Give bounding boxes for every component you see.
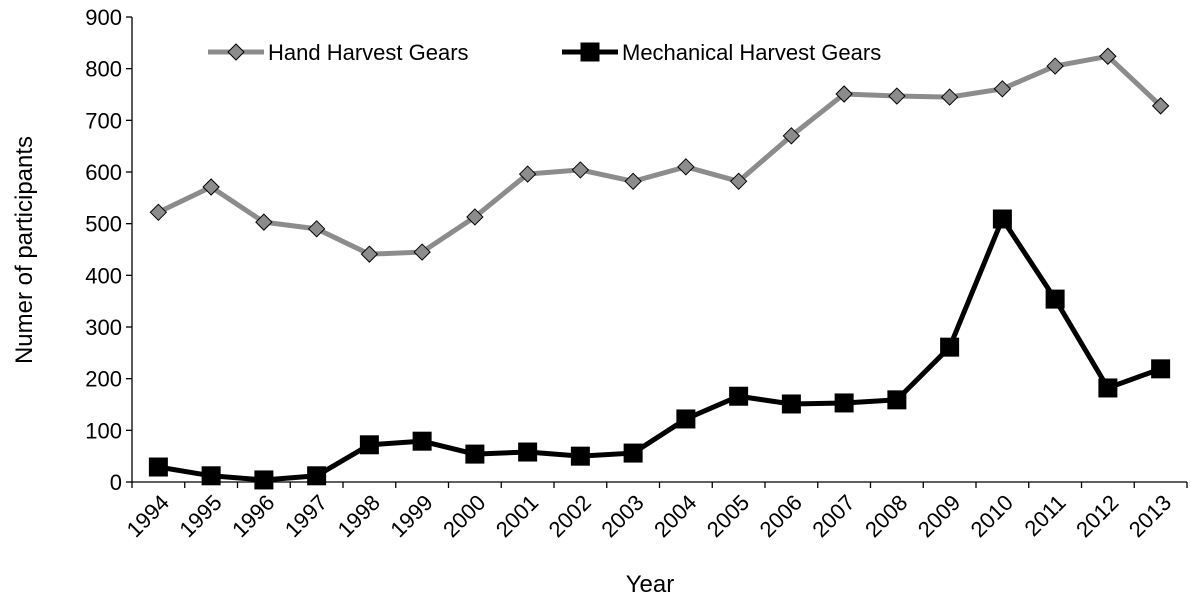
series-line <box>157 213 1162 483</box>
series-line <box>157 53 1163 257</box>
y-tick-label: 300 <box>85 315 122 340</box>
point <box>518 165 537 183</box>
x-tick-label: 1996 <box>227 490 279 542</box>
point <box>729 386 749 406</box>
y-tick-label: 500 <box>85 212 122 237</box>
point <box>255 213 273 231</box>
y-tick-label: 0 <box>110 470 122 495</box>
x-tick-label: 1998 <box>333 490 385 542</box>
point <box>729 172 748 191</box>
x-tick-label: 2005 <box>702 490 754 542</box>
x-tick-label: 2007 <box>807 490 859 542</box>
point <box>940 88 959 106</box>
x-tick-label: 2002 <box>544 490 596 542</box>
x-tick-label: 2012 <box>1071 490 1123 542</box>
point <box>1151 359 1171 379</box>
y-tick-label: 600 <box>85 160 122 185</box>
point <box>149 203 168 222</box>
x-tick-label: 2006 <box>755 490 807 542</box>
point <box>571 161 590 179</box>
y-tick-label: 100 <box>85 418 122 443</box>
x-tick-label: 2008 <box>860 490 912 542</box>
point <box>940 337 960 357</box>
point <box>1151 97 1170 115</box>
x-tick-label: 2010 <box>966 490 1018 542</box>
point <box>412 431 432 451</box>
x-tick-label: 2009 <box>913 490 965 542</box>
point <box>201 466 221 486</box>
x-tick-label: 2003 <box>596 490 648 542</box>
point <box>624 172 642 191</box>
point <box>148 457 168 477</box>
point <box>466 208 484 226</box>
x-tick-label: 2000 <box>438 490 490 542</box>
legend-label: Hand Harvest Gears <box>268 40 469 65</box>
x-tick-label: 2013 <box>1124 490 1176 542</box>
x-tick-label: 2011 <box>1020 490 1071 541</box>
x-axis-label: Year <box>626 571 675 598</box>
point <box>570 446 590 466</box>
y-tick-label: 900 <box>85 5 122 30</box>
y-tick-label: 400 <box>85 263 122 288</box>
x-tick-label: 1999 <box>385 490 437 542</box>
y-tick-label: 800 <box>85 57 122 82</box>
point <box>1046 57 1064 75</box>
point <box>359 435 379 455</box>
y-tick-label: 200 <box>85 367 122 392</box>
point <box>227 43 245 61</box>
x-tick-label: 2001 <box>491 490 543 542</box>
point <box>465 444 485 464</box>
point <box>993 80 1012 98</box>
y-tick-label: 700 <box>85 108 122 133</box>
point <box>307 466 327 486</box>
point <box>677 158 695 176</box>
x-tick-label: 2004 <box>649 490 701 542</box>
point <box>887 390 907 410</box>
point <box>676 409 696 429</box>
x-tick-label: 1994 <box>122 490 174 542</box>
point <box>518 442 538 462</box>
point <box>1098 378 1118 398</box>
point <box>623 443 643 463</box>
point <box>782 127 801 145</box>
point <box>992 209 1012 229</box>
point <box>254 470 274 490</box>
point <box>307 220 326 238</box>
x-tick-label: 1995 <box>174 490 226 542</box>
point <box>1099 47 1117 65</box>
legend-label: Mechanical Harvest Gears <box>622 40 881 65</box>
point <box>781 394 801 414</box>
x-tick-label: 1997 <box>280 490 332 542</box>
point <box>580 42 600 62</box>
y-axis-label: Numer of participants <box>11 136 38 364</box>
point <box>1045 289 1065 309</box>
point <box>360 245 379 263</box>
point <box>413 243 431 261</box>
point <box>835 85 853 103</box>
point <box>202 178 220 196</box>
point <box>834 393 854 413</box>
point <box>888 87 906 105</box>
